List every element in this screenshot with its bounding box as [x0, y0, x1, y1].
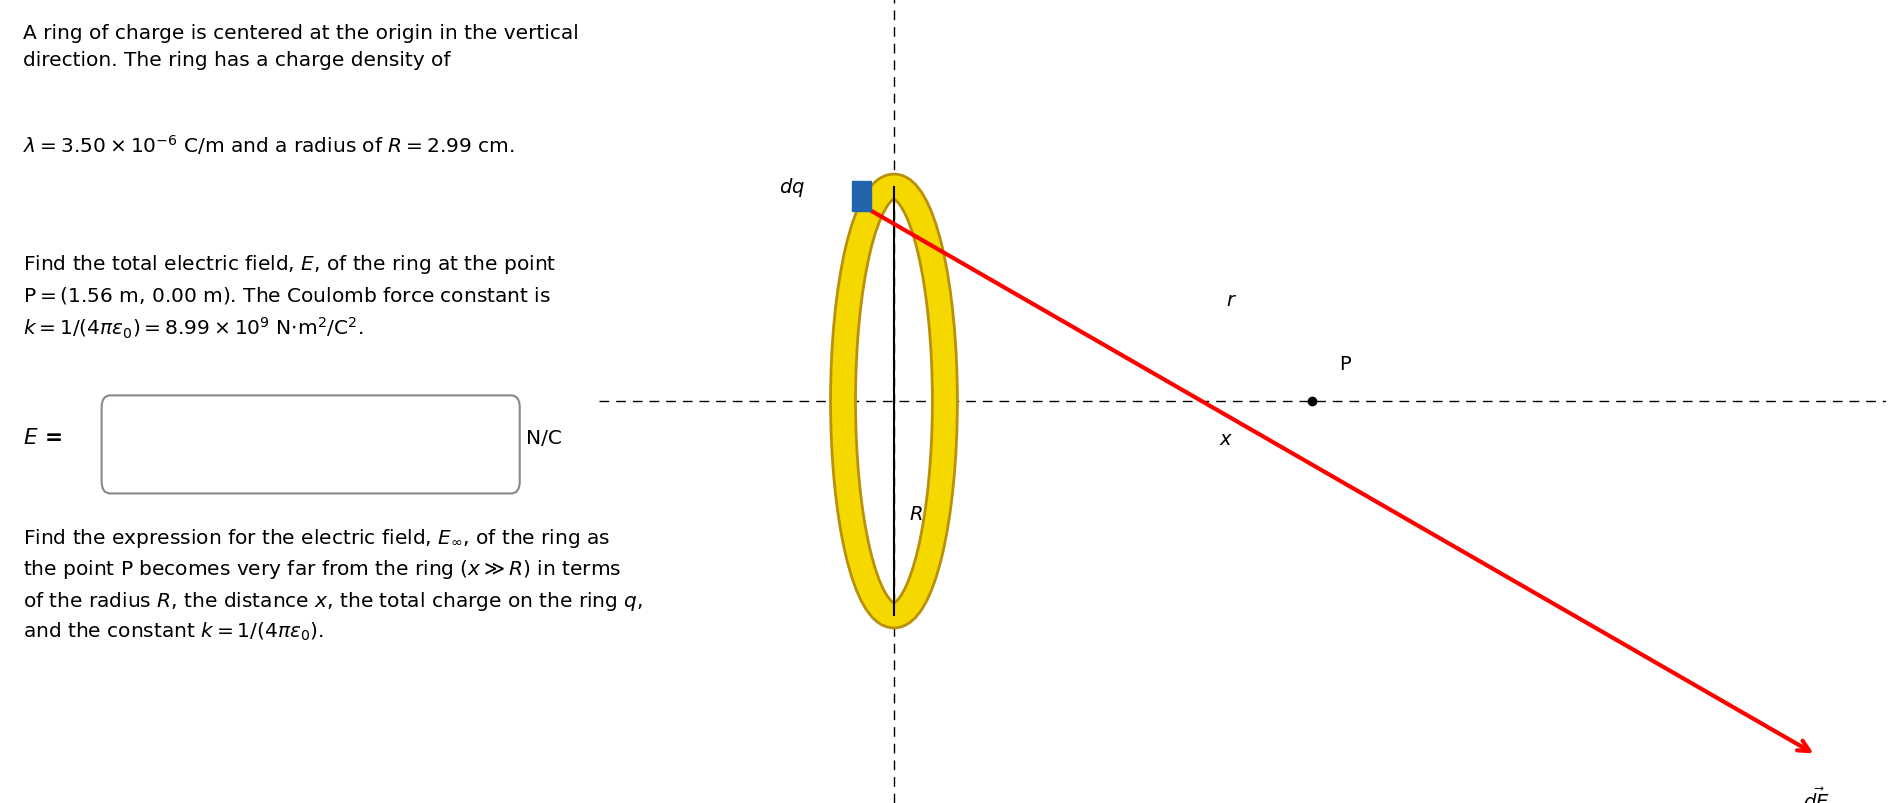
Text: $dq$: $dq$	[779, 176, 805, 199]
Bar	[853, 182, 872, 211]
Text: $\lambda = 3.50 \times 10^{-6}$ C/m and a radius of $R = 2.99$ cm.: $\lambda = 3.50 \times 10^{-6}$ C/m and …	[23, 132, 514, 157]
Text: Find the expression for the electric field, $E_{\infty}$, of the ring as
the poi: Find the expression for the electric fie…	[23, 526, 644, 642]
Text: $x$: $x$	[1219, 430, 1234, 448]
Text: Find the total electric field, $E$, of the ring at the point
$\mathrm{P} = (1.56: Find the total electric field, $E$, of t…	[23, 253, 556, 340]
Text: $\vec{dE}$: $\vec{dE}$	[1803, 787, 1830, 803]
Text: $r$: $r$	[1226, 291, 1238, 309]
Text: A ring of charge is centered at the origin in the vertical
direction. The ring h: A ring of charge is centered at the orig…	[23, 24, 579, 70]
Text: N/C: N/C	[526, 428, 562, 447]
Text: P: P	[1339, 354, 1350, 373]
FancyBboxPatch shape	[101, 396, 520, 494]
Text: $R$: $R$	[908, 504, 922, 524]
Text: $E$ =: $E$ =	[23, 428, 63, 447]
